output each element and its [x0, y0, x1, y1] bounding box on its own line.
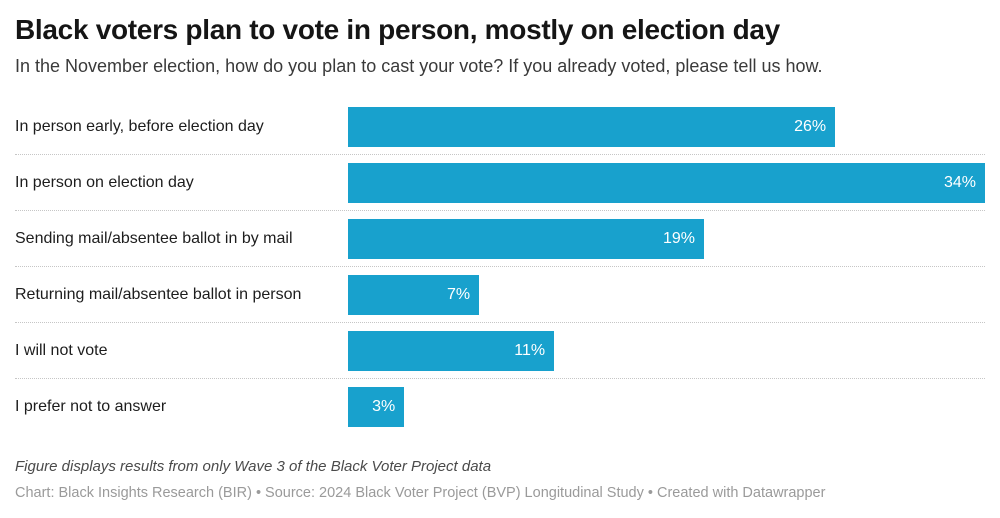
bar: 3%: [348, 387, 405, 427]
bar: 34%: [348, 162, 985, 203]
bar-track: 11%: [348, 330, 985, 371]
bar-chart: In person early, before election day 26% I…: [15, 99, 985, 435]
category-label: Returning mail/absentee ballot in person: [15, 285, 302, 303]
value-label: 26%: [794, 117, 827, 135]
bar-track: 3%: [348, 387, 985, 427]
category-label: Sending mail/absentee ballot in by mail: [15, 229, 293, 247]
bar: 7%: [348, 274, 480, 315]
chart-subtitle: In the November election, how do you pla…: [15, 56, 823, 76]
bar-track: 7%: [348, 274, 985, 315]
chart-credit: Chart: Black Insights Research (BIR) • S…: [15, 485, 826, 501]
chart-row: In person on election day 34%: [15, 155, 985, 211]
chart-footnote: Figure displays results from only Wave 3…: [15, 458, 492, 475]
chart-row: I prefer not to answer 3%: [15, 379, 985, 435]
category-label: In person on election day: [15, 173, 194, 191]
value-label: 11%: [514, 341, 546, 359]
chart-row: I will not vote 11%: [15, 323, 985, 379]
bar-track: 34%: [348, 162, 985, 203]
category-label: I prefer not to answer: [15, 398, 167, 415]
value-label: 3%: [372, 398, 396, 415]
category-label: I will not vote: [15, 341, 108, 359]
value-label: 7%: [447, 285, 471, 303]
category-label: In person early, before election day: [15, 117, 264, 135]
chart-row: Sending mail/absentee ballot in by mail 1…: [15, 211, 985, 267]
bar: 19%: [348, 218, 704, 259]
value-label: 34%: [943, 173, 976, 191]
chart-row: Returning mail/absentee ballot in person…: [15, 267, 985, 323]
bar-track: 26%: [348, 106, 985, 147]
bar: 26%: [348, 106, 836, 147]
chart-row: In person early, before election day 26%: [15, 99, 985, 155]
value-label: 19%: [662, 229, 695, 247]
chart-title: Black voters plan to vote in person, mos…: [15, 14, 780, 45]
bar: 11%: [348, 330, 555, 371]
bar-track: 19%: [348, 218, 985, 259]
